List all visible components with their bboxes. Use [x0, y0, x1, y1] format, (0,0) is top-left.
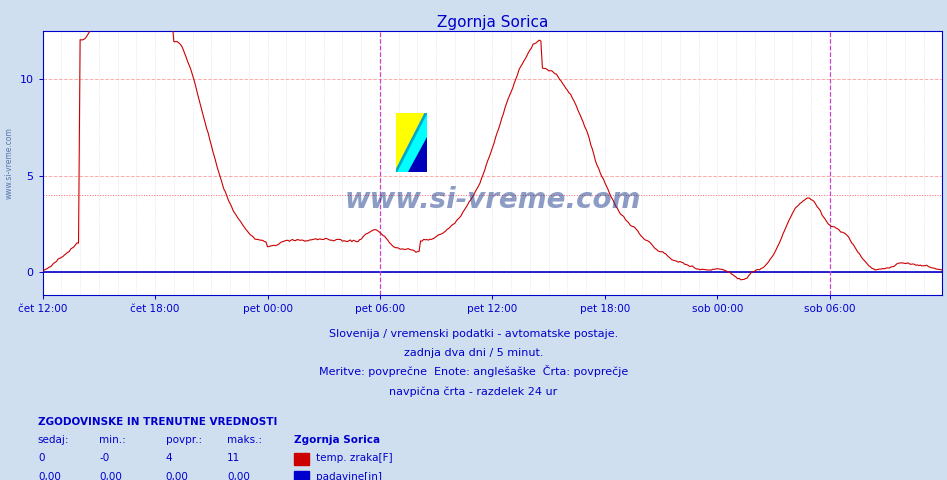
Text: www.si-vreme.com: www.si-vreme.com [5, 127, 14, 199]
Text: navpična črta - razdelek 24 ur: navpična črta - razdelek 24 ur [389, 386, 558, 396]
Text: -0: -0 [99, 453, 110, 463]
Text: Slovenija / vremenski podatki - avtomatske postaje.: Slovenija / vremenski podatki - avtomats… [329, 329, 618, 339]
Text: Zgornja Sorica: Zgornja Sorica [294, 435, 380, 445]
Polygon shape [396, 113, 426, 172]
Text: 0,00: 0,00 [38, 471, 61, 480]
Text: sedaj:: sedaj: [38, 435, 69, 445]
Polygon shape [396, 113, 426, 172]
Polygon shape [408, 137, 426, 172]
Text: temp. zraka[F]: temp. zraka[F] [316, 453, 393, 463]
Text: Meritve: povprečne  Enote: anglešaške  Črta: povprečje: Meritve: povprečne Enote: anglešaške Črt… [319, 365, 628, 377]
Text: min.:: min.: [99, 435, 126, 445]
Title: Zgornja Sorica: Zgornja Sorica [437, 15, 548, 30]
Text: 4: 4 [166, 453, 172, 463]
Text: povpr.:: povpr.: [166, 435, 202, 445]
Text: ZGODOVINSKE IN TRENUTNE VREDNOSTI: ZGODOVINSKE IN TRENUTNE VREDNOSTI [38, 417, 277, 427]
Text: www.si-vreme.com: www.si-vreme.com [344, 186, 641, 214]
Text: 0,00: 0,00 [99, 471, 122, 480]
Text: 0,00: 0,00 [166, 471, 188, 480]
Text: 0,00: 0,00 [227, 471, 250, 480]
Text: 0: 0 [38, 453, 45, 463]
Text: padavine[in]: padavine[in] [316, 471, 383, 480]
Polygon shape [396, 113, 426, 172]
Text: 11: 11 [227, 453, 241, 463]
Text: maks.:: maks.: [227, 435, 262, 445]
Text: zadnja dva dni / 5 minut.: zadnja dva dni / 5 minut. [403, 348, 544, 358]
